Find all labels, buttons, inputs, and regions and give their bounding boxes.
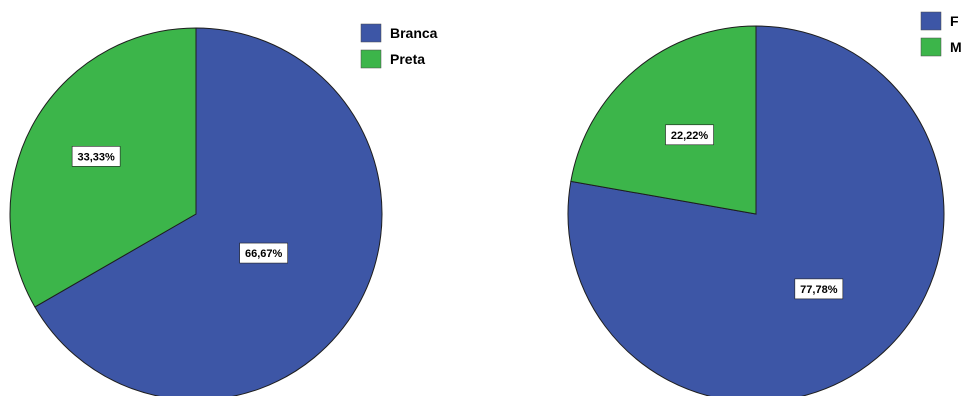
data-label-box: [71, 146, 121, 167]
pie-slice-preta: [9, 27, 197, 308]
data-label-text: 22,22%: [671, 130, 709, 142]
legend-label-preta: Preta: [390, 51, 425, 67]
data-label-text: 66,67%: [245, 248, 283, 260]
legend-label-branca: Branca: [390, 25, 438, 41]
data-label: 22,22%: [665, 124, 714, 146]
data-label-box: [665, 124, 714, 146]
legend-label-m: M: [950, 39, 962, 55]
data-label: 66,67%: [239, 242, 288, 264]
legend: FM: [920, 11, 962, 57]
data-label-box: [239, 242, 288, 264]
pie-chart-2: 77,78% 22,22% FM: [567, 11, 962, 396]
pie-slice-m: [570, 25, 757, 215]
pie-chart-1: 66,67% 33,33% Branca Preta: [9, 23, 438, 396]
legend-swatch-branca: [360, 23, 382, 43]
data-label: 33,33%: [71, 146, 121, 167]
data-label-text: 77,78%: [800, 284, 838, 296]
legend-swatch-preta: [360, 49, 382, 69]
data-label: 77,78%: [794, 278, 844, 300]
legend-label-f: F: [950, 13, 959, 29]
legend-swatch-m: [920, 37, 942, 57]
legend: Branca Preta: [360, 23, 438, 69]
data-label-text: 33,33%: [77, 151, 115, 163]
legend-swatch-f: [920, 11, 942, 31]
data-label-box: [794, 278, 844, 300]
pie-slice-branca: [34, 27, 383, 396]
